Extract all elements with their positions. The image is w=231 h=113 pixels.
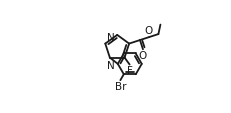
Text: F: F	[127, 66, 133, 75]
Text: Br: Br	[115, 81, 126, 91]
Text: N: N	[107, 33, 114, 42]
Text: O: O	[138, 51, 146, 61]
Text: O: O	[145, 26, 153, 36]
Text: N: N	[106, 61, 114, 71]
